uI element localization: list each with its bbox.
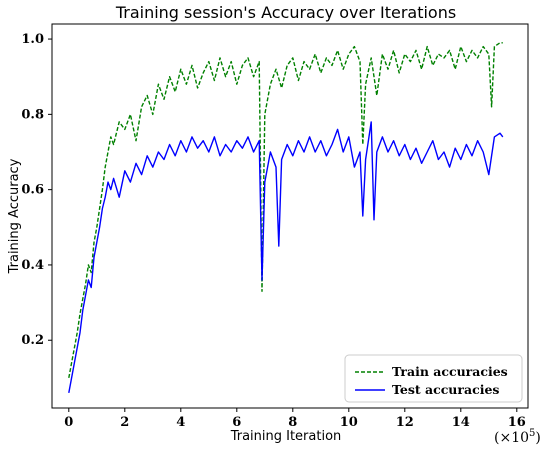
y-axis-label: Training Accuracy	[7, 158, 22, 274]
legend: Train accuracies Test accuracies	[344, 354, 523, 403]
chart-title: Training session's Accuracy over Iterati…	[115, 3, 456, 22]
y-axis: 0.2 0.4 0.6 0.8 1.0	[21, 32, 52, 348]
y-tick-label: 0.2	[21, 333, 44, 348]
y-tick-label: 0.4	[21, 258, 44, 273]
series-line-test	[68, 121, 504, 394]
x-axis: 0 2 4 6 8 10 12 14 16	[64, 408, 526, 430]
x-tick-label: 0	[64, 415, 73, 430]
y-tick-label: 1.0	[21, 32, 44, 47]
x-offset-label: (×105)	[494, 428, 541, 446]
x-tick-label: 6	[232, 415, 241, 430]
series-line-train	[68, 42, 503, 379]
x-tick-label: 12	[396, 415, 414, 430]
legend-label-train: Train accuracies	[392, 364, 508, 379]
legend-box	[344, 354, 523, 403]
legend-label-test: Test accuracies	[392, 382, 499, 397]
y-tick-label: 0.8	[21, 107, 44, 122]
plot-frame	[51, 23, 529, 409]
x-tick-label: 14	[452, 415, 470, 430]
x-tick-label: 8	[288, 415, 297, 430]
x-tick-label: 4	[176, 415, 185, 430]
x-tick-label: 16	[508, 415, 526, 430]
x-axis-label: Training Iteration	[230, 429, 342, 444]
x-tick-label: 10	[340, 415, 358, 430]
x-tick-label: 2	[120, 415, 129, 430]
y-tick-label: 0.6	[21, 183, 44, 198]
series-layer	[68, 42, 504, 394]
